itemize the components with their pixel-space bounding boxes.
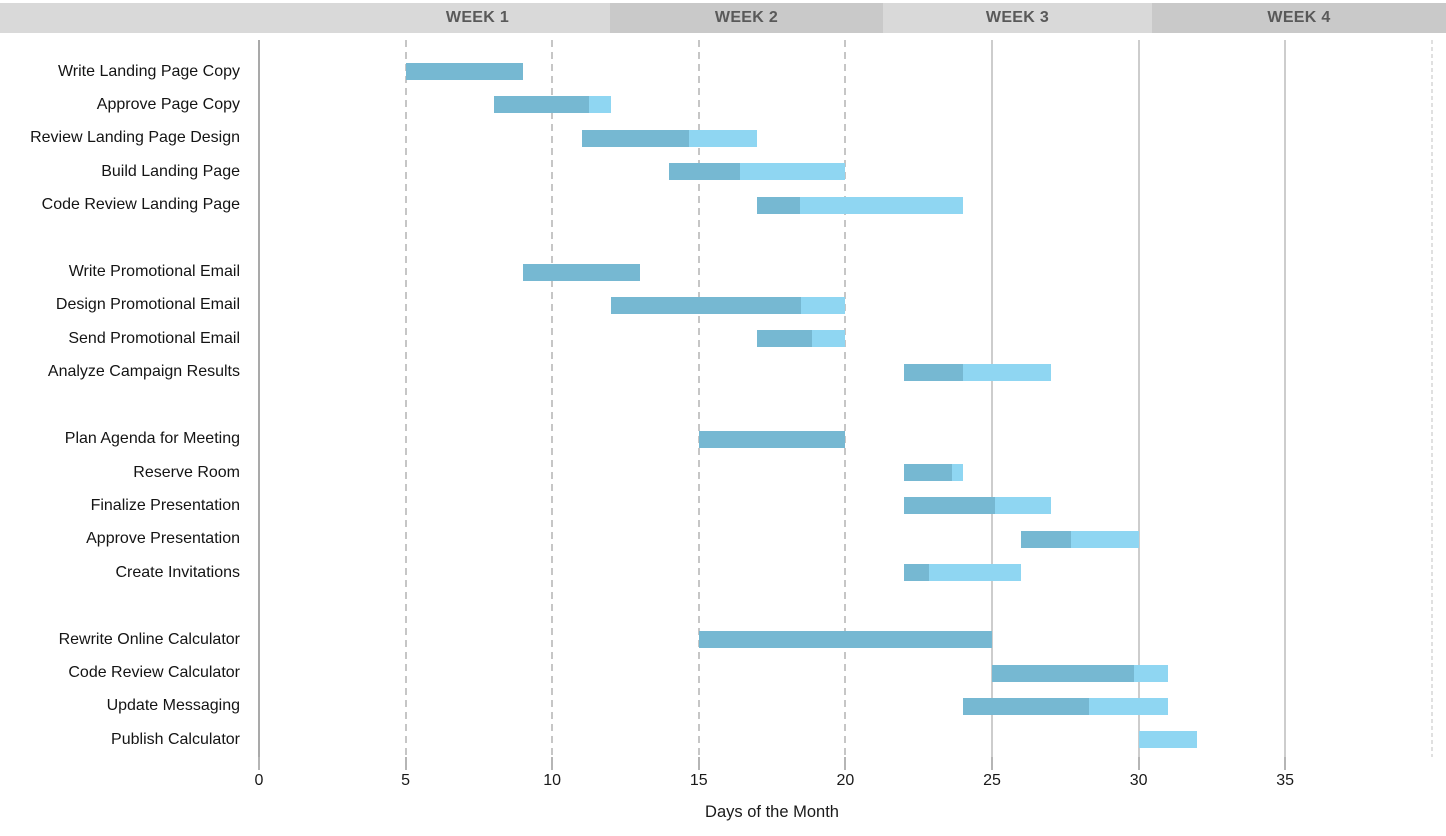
gantt-bar-completed [698,631,992,649]
task-label: Reserve Room [133,463,240,481]
gantt-bar [698,631,992,649]
gantt-bar-completed [904,363,963,381]
week-band-4: WEEK 4 [1152,3,1446,33]
x-tick [991,757,993,770]
gantt-bar-completed [962,697,1089,715]
gantt-bar [904,564,1022,582]
gantt-bar [1021,530,1139,548]
gantt-bar [610,296,846,314]
week-band-1: WEEK 1 [345,3,610,33]
task-label: Send Promotional Email [68,329,240,347]
gridline-day-35 [1284,40,1287,757]
x-tick [1137,757,1140,770]
task-label: Review Landing Page Design [30,129,240,147]
gridline-day-20 [844,40,847,757]
gantt-bar [405,63,523,80]
gantt-bar-completed [904,497,995,515]
gridline-day-40 [1430,40,1433,757]
task-label: Finalize Presentation [90,496,240,514]
task-label: Create Invitations [115,563,240,581]
task-label: Update Messaging [106,697,240,715]
gantt-bar-completed [992,664,1135,682]
x-tick-label: 35 [1276,772,1295,789]
gridline-day-5 [404,40,407,757]
gantt-bar-completed [698,430,846,448]
x-tick-label: 25 [983,772,1001,789]
gantt-bar-completed [757,330,812,348]
gantt-bar [992,664,1168,682]
gantt-bar [904,497,1051,515]
week-1-label: WEEK 1 [445,9,510,26]
x-tick-label: 20 [836,772,855,789]
gridline-day-10 [551,40,554,757]
task-label: Publish Calculator [111,730,240,748]
gantt-bar [522,263,641,281]
gridline-day-30 [1137,40,1140,757]
x-tick [404,757,407,770]
gantt-bar [904,464,963,482]
x-tick [258,757,260,770]
gantt-bar [493,96,611,114]
task-label: Rewrite Online Calculator [58,630,240,648]
gantt-bar [581,129,758,147]
week-band-3: WEEK 3 [883,3,1152,33]
gantt-bar-completed [904,464,953,482]
week-3-label: WEEK 3 [985,9,1050,26]
gridline-day-25 [991,40,993,757]
gantt-bar [1138,731,1198,749]
task-label: Build Landing Page [101,162,240,180]
gantt-bar [757,196,963,214]
x-tick-label: 0 [254,772,264,789]
gantt-bar [757,330,846,348]
gantt-bar [698,430,846,448]
gantt-bar [904,363,1051,381]
x-tick [1284,757,1287,770]
gantt-bar-completed [493,96,589,114]
gantt-bar-completed [904,564,929,582]
x-tick [551,757,554,770]
x-tick-label: 5 [401,772,411,789]
gridline-day-0 [258,40,260,757]
gantt-bar-completed [522,263,641,281]
gantt-bar-completed [610,296,802,314]
week-band-spacer [0,3,345,33]
task-label: Approve Page Copy [96,95,240,113]
week-4-label: WEEK 4 [1267,9,1331,26]
x-tick-label: 30 [1129,772,1148,789]
x-tick-label: 10 [543,772,562,789]
task-label: Analyze Campaign Results [47,363,240,381]
gantt-bar-completed [757,196,800,214]
task-label: Write Promotional Email [68,263,240,281]
task-label: Approve Presentation [86,530,240,548]
gantt-bar [669,163,846,181]
task-label: Code Review Landing Page [41,196,240,214]
gantt-bar [962,697,1168,715]
task-label: Plan Agenda for Meeting [64,430,240,448]
x-tick [697,757,700,770]
gridline-day-15 [697,40,700,757]
task-label: Code Review Calculator [68,664,240,682]
week-band-2: WEEK 2 [610,3,883,33]
task-label: Design Promotional Email [55,296,240,314]
gantt-bar-completed [405,63,523,80]
x-tick-label: 15 [689,772,708,789]
week-2-label: WEEK 2 [714,9,779,26]
x-tick [844,757,847,770]
gantt-bar-completed [581,129,689,147]
task-label: Write Landing Page Copy [57,62,240,80]
x-axis-title: Days of the Month [705,803,839,821]
gantt-bar-completed [1021,530,1072,548]
gantt-bar-completed [669,163,740,181]
